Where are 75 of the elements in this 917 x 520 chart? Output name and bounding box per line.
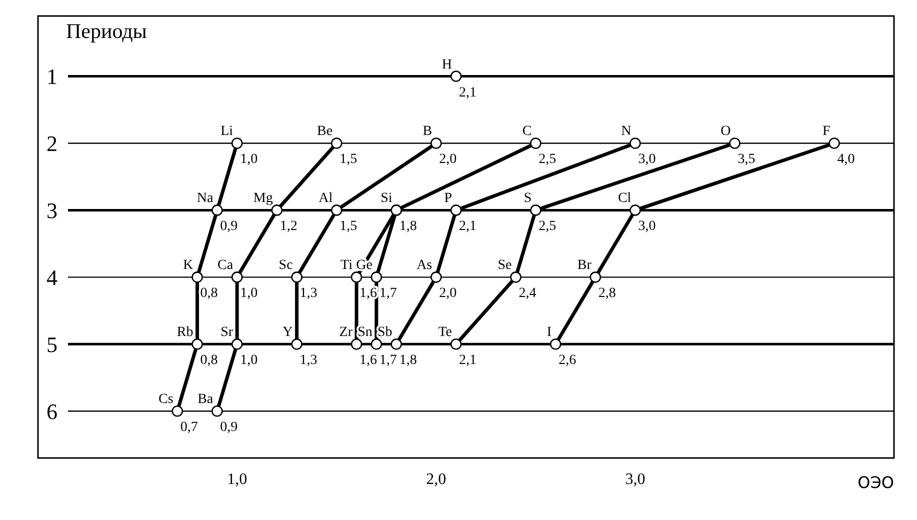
annotation: 0,8: [200, 286, 218, 302]
annotation: 1,2: [280, 219, 298, 234]
annotation: B: [422, 124, 432, 140]
y-tick-label: 6: [46, 398, 58, 424]
annotation: 4,0: [837, 152, 855, 168]
y-tick-label: 2: [46, 130, 58, 156]
annotation: 1,8: [399, 219, 417, 234]
annotation: 1,0: [240, 286, 258, 302]
annotation: 0,8: [200, 353, 218, 368]
annotation: 1,3: [300, 353, 318, 368]
annotation: Si: [380, 191, 392, 206]
annotation: As: [416, 258, 432, 274]
annotation: Rb: [176, 325, 194, 340]
annotation: Sr: [220, 325, 234, 340]
annotation: 2,1: [459, 85, 477, 100]
annotation: 1,8: [399, 353, 417, 368]
annotation: Ca: [218, 258, 234, 274]
x-axis-title: ОЭО: [858, 473, 894, 492]
annotation: 1,0: [240, 152, 258, 168]
annotation: F: [822, 124, 830, 140]
annotation: Sb: [378, 325, 392, 340]
x-tick-label: 1,0: [227, 471, 248, 488]
annotation: 2,0: [439, 152, 457, 168]
annotation: Mg: [253, 191, 273, 206]
y-tick-label: 4: [46, 264, 58, 290]
annotation: Sc: [278, 258, 293, 274]
annotation: 2,8: [598, 286, 616, 302]
annotation: Y: [282, 325, 293, 340]
annotation: Cl: [618, 191, 632, 206]
annotation: Al: [318, 191, 333, 206]
annotation: Te: [438, 325, 452, 340]
annotation: I: [546, 325, 552, 340]
annotation: P: [444, 191, 452, 206]
annotation: S: [524, 191, 532, 206]
annotation: H: [442, 57, 452, 72]
annotation: Zr: [339, 325, 353, 340]
annotation: C: [522, 124, 532, 140]
annotation: 2,5: [538, 152, 556, 168]
annotation: 1,0: [240, 353, 258, 368]
annotation: Ti: [340, 258, 353, 274]
y-tick-label: 1: [46, 64, 58, 89]
annotation: Li: [220, 124, 234, 140]
annotation: 2,4: [518, 286, 536, 302]
annotation: 2,6: [558, 353, 576, 368]
annotation: 2,1: [459, 219, 477, 234]
annotation: 3,0: [638, 219, 656, 234]
annotation: O: [720, 124, 731, 140]
x-tick-label: 2,0: [426, 471, 446, 488]
x-tick-label: 3,0: [625, 471, 646, 488]
annotation: Sn: [358, 325, 372, 340]
annotation: 1,7: [379, 286, 397, 302]
annotation: 1,3: [300, 286, 318, 302]
annotation: 2,1: [459, 353, 477, 368]
annotation: 1,5: [340, 219, 358, 234]
y-axis-title: Периоды: [66, 19, 147, 43]
annotation: 3,5: [738, 152, 756, 168]
y-tick-label: 3: [46, 198, 58, 223]
annotation: 0,9: [220, 420, 238, 436]
annotation: 0,9: [220, 219, 238, 234]
annotation: Ba: [198, 392, 214, 408]
annotation: Be: [317, 124, 333, 140]
annotation: 2,0: [439, 286, 457, 302]
annotation: Cs: [158, 392, 174, 408]
annotation: N: [621, 124, 632, 140]
annotation: 0,7: [180, 420, 198, 436]
annotation: 1,5: [340, 152, 358, 168]
annotation: Br: [577, 258, 592, 274]
annotation: 2,5: [538, 219, 556, 234]
annotation: Se: [498, 258, 512, 274]
annotation: 3,0: [638, 152, 656, 168]
annotation: 1,6: [360, 353, 378, 368]
annotation: 1,7: [379, 353, 397, 368]
annotation: K: [183, 258, 194, 274]
annotation: Na: [196, 191, 214, 206]
y-tick-label: 5: [46, 332, 58, 357]
